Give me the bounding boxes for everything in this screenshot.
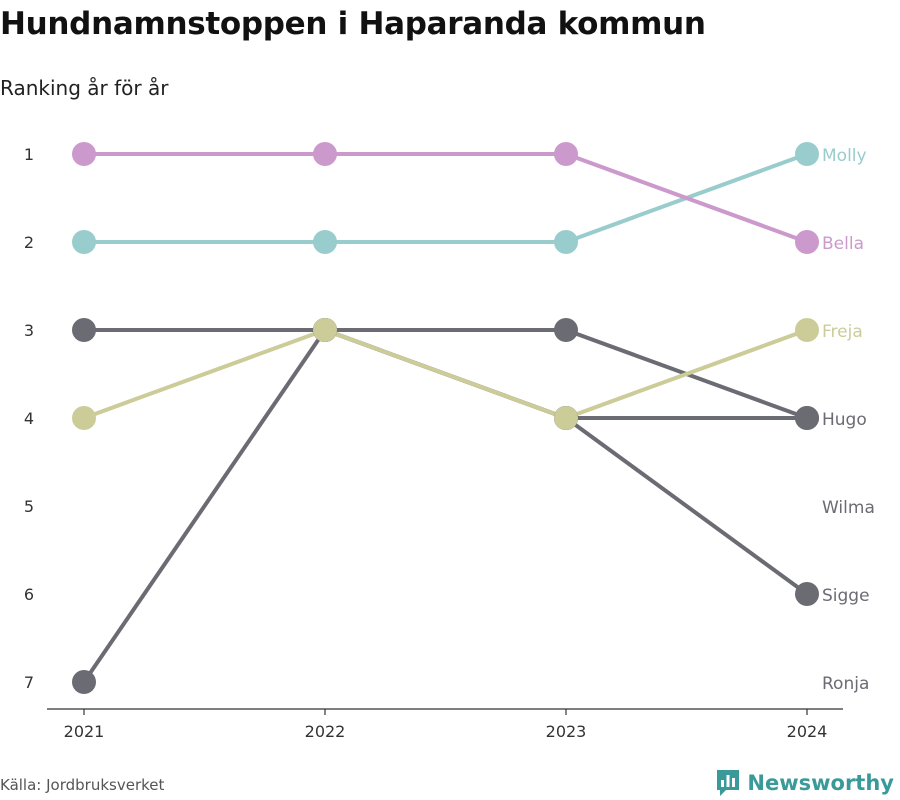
y-tick-label-1: 1 <box>24 145 34 164</box>
point-bella-2021 <box>72 142 96 166</box>
chart-title: Hundnamnstoppen i Haparanda kommun <box>0 6 706 42</box>
point-sigge-2024 <box>795 582 819 606</box>
x-tick-label-2022: 2022 <box>305 722 346 741</box>
series-line-freja <box>82 328 809 420</box>
end-label-bella: Bella <box>822 234 864 254</box>
point-freja-2024 <box>795 318 819 342</box>
series-line-molly <box>82 152 809 244</box>
series-line-ronja <box>82 328 568 684</box>
point-wilma-2021 <box>72 318 96 342</box>
point-bella-2024 <box>795 230 819 254</box>
x-tick-label-2024: 2024 <box>787 722 828 741</box>
y-tick-label-7: 7 <box>24 673 34 692</box>
brand-logo: Newsworthy <box>715 768 894 798</box>
x-tick-label-2021: 2021 <box>64 722 105 741</box>
end-label-ronja: Ronja <box>822 674 869 694</box>
end-label-freja: Freja <box>822 322 863 342</box>
series-points <box>72 142 819 694</box>
y-tick-label-3: 3 <box>24 321 34 340</box>
end-label-molly: Molly <box>822 146 867 166</box>
y-tick-label-4: 4 <box>24 409 34 428</box>
bump-chart: 1 2 3 4 5 6 7 2021 2022 2023 2024 Molly Bella Freja… <box>24 142 875 741</box>
point-freja-2021 <box>72 406 96 430</box>
x-axis: 2021 2022 2023 2024 <box>47 708 843 741</box>
point-molly-2022 <box>313 230 337 254</box>
series-line-sigge <box>323 328 809 596</box>
y-tick-label-5: 5 <box>24 497 34 516</box>
y-axis: 1 2 3 4 5 6 7 <box>24 145 34 692</box>
brand-name: Newsworthy <box>747 771 894 795</box>
end-label-wilma: Wilma <box>822 498 875 518</box>
x-tick-label-2023: 2023 <box>546 722 587 741</box>
bar-chart-speech-bubble-icon <box>717 770 740 796</box>
chart-subtitle: Ranking år för år <box>0 76 169 100</box>
point-molly-2021 <box>72 230 96 254</box>
point-freja-2023 <box>554 406 578 430</box>
end-labels: Molly Bella Freja Hugo Wilma Sigge Ronja <box>822 146 875 694</box>
point-hugo-2024 <box>795 406 819 430</box>
point-ronja-2021 <box>72 670 96 694</box>
end-label-hugo: Hugo <box>822 410 867 430</box>
point-molly-2024 <box>795 142 819 166</box>
point-bella-2023 <box>554 142 578 166</box>
point-wilma-2023 <box>554 318 578 342</box>
y-tick-label-2: 2 <box>24 233 34 252</box>
point-freja-2022 <box>313 318 337 342</box>
series-lines <box>82 152 809 684</box>
end-label-sigge: Sigge <box>822 586 870 606</box>
point-bella-2022 <box>313 142 337 166</box>
point-molly-2023 <box>554 230 578 254</box>
y-tick-label-6: 6 <box>24 585 34 604</box>
series-line-bella <box>82 152 809 244</box>
source-note: Källa: Jordbruksverket <box>0 776 165 794</box>
